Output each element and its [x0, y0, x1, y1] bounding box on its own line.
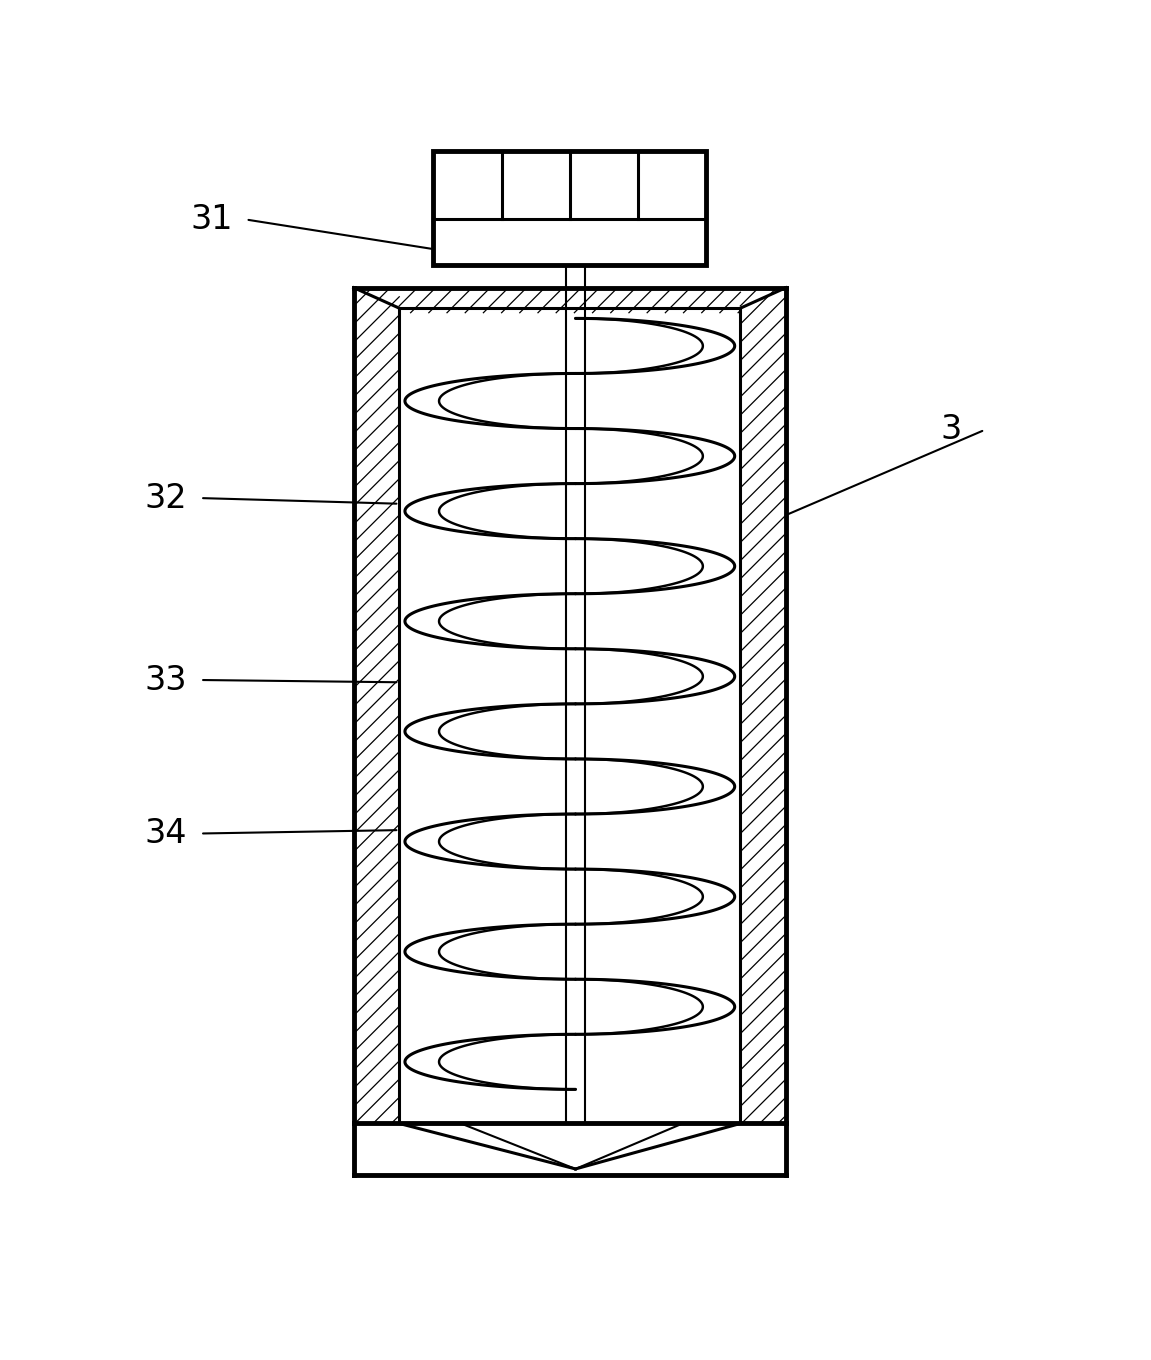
Text: 32: 32	[145, 481, 188, 514]
Text: 31: 31	[190, 203, 233, 237]
Text: 34: 34	[145, 817, 188, 850]
Text: 3: 3	[940, 413, 961, 446]
Text: 33: 33	[145, 664, 188, 696]
Bar	[434, 151, 707, 265]
Bar	[399, 288, 740, 1123]
